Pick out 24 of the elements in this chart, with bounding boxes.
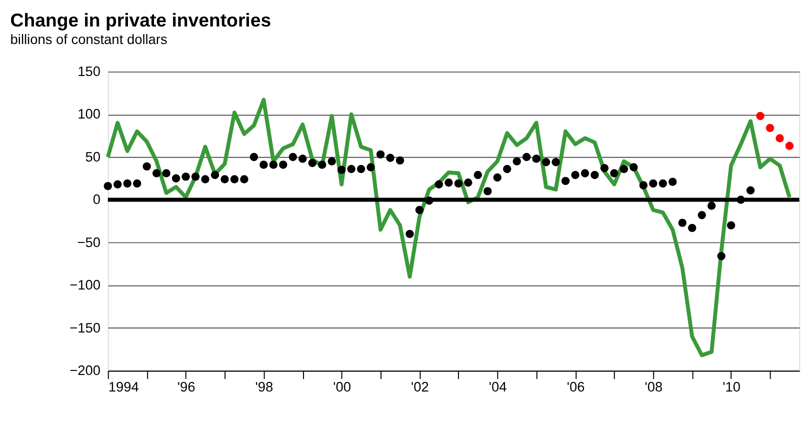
x-tick-label: '08: [644, 380, 663, 395]
x-tick-label: '02: [411, 380, 429, 395]
point: [756, 112, 764, 120]
line-series: [106, 98, 792, 358]
y-tick-label: 0: [92, 192, 101, 208]
x-tick-label: '98: [255, 380, 274, 395]
chart-subtitle: billions of constant dollars: [10, 32, 168, 48]
x-tick-label: '06: [566, 380, 586, 395]
point: [776, 134, 784, 142]
y-tick-label: −100: [70, 278, 101, 293]
y-tick-label: −150: [70, 320, 101, 336]
y-tick-label: 50: [85, 149, 101, 164]
y-tick-label: 100: [78, 106, 101, 122]
x-tick-label: '04: [488, 380, 508, 395]
y-tick-label: 150: [78, 64, 101, 79]
y-tick-label: −200: [70, 363, 101, 378]
chart-title: Change in private inventories: [10, 9, 272, 30]
point: [766, 124, 774, 132]
point: [785, 142, 794, 150]
x-tick-label: '00: [333, 380, 352, 395]
x-tick-label: 1994: [108, 380, 140, 395]
x-tick-label: '96: [177, 380, 196, 395]
x-tick-label: '10: [722, 380, 741, 395]
y-tick-label: −50: [77, 234, 101, 250]
